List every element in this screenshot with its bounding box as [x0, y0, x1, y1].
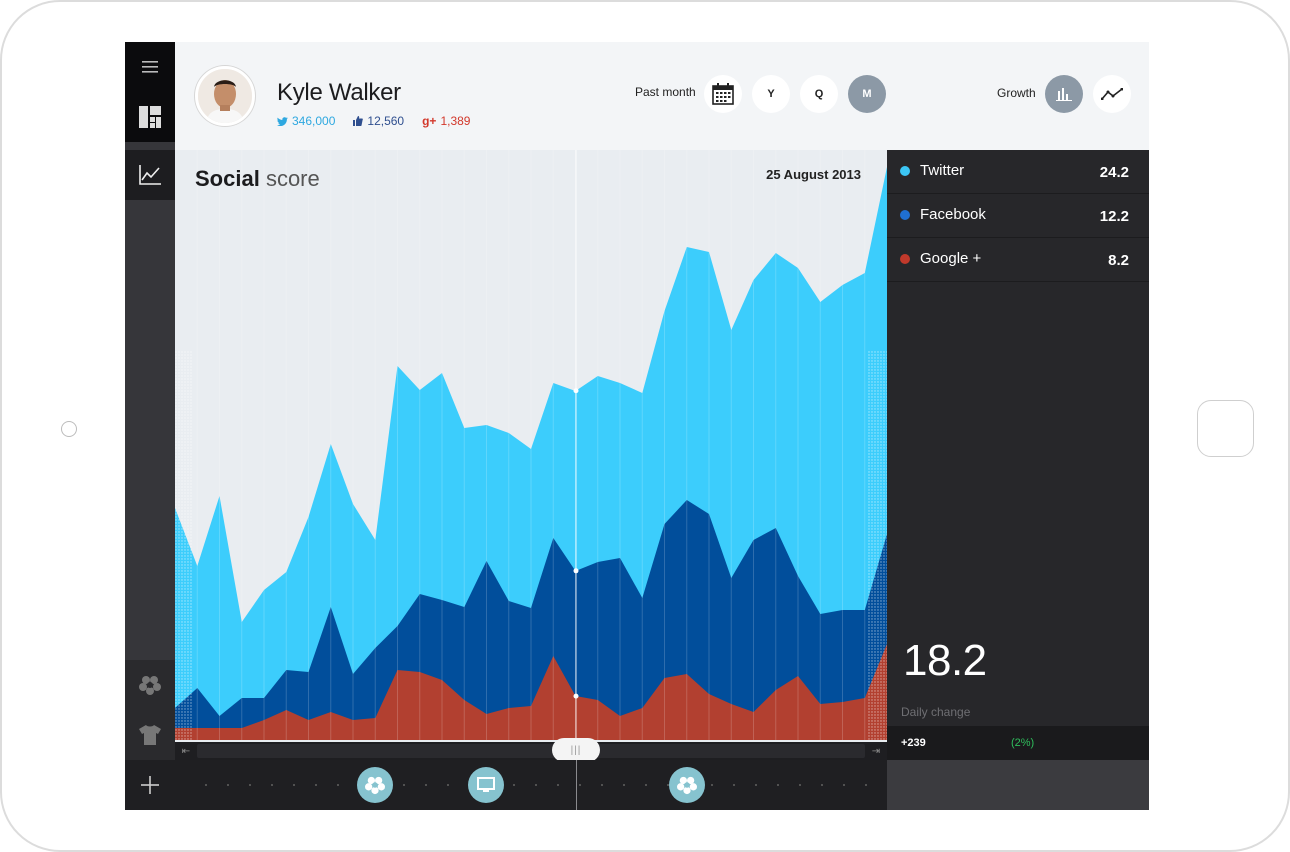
twitter-dot — [900, 166, 910, 176]
chart-title-light: score — [265, 166, 320, 191]
tv-event[interactable] — [468, 767, 504, 803]
cursor-point-facebook — [573, 568, 579, 574]
legend-name: Twitter — [920, 162, 965, 179]
football-icon — [139, 676, 161, 695]
daily-change-value: 18.2 — [903, 636, 987, 685]
timeline-dots — [195, 784, 875, 786]
camera-dot — [61, 421, 77, 437]
player-portrait — [198, 69, 252, 123]
football-button[interactable] — [125, 660, 175, 710]
cursor-point-google — [573, 693, 579, 699]
facebook-dot — [900, 210, 910, 220]
daily-change-label: Daily change — [901, 705, 971, 719]
home-button[interactable] — [1197, 400, 1254, 457]
chart-date: 25 August 2013 — [766, 167, 861, 182]
legend-row-google[interactable]: Google + 8.2 — [887, 238, 1149, 282]
change-bar: +239 (2%) — [887, 726, 1149, 760]
legend-value: 24.2 — [1099, 164, 1129, 181]
monitor-icon — [477, 777, 495, 792]
bar-view-button[interactable] — [1045, 75, 1083, 113]
player-name: Kyle Walker — [277, 79, 401, 106]
event-timeline — [175, 760, 887, 810]
app-screen: Kyle Walker 346,000 12,560 g+ 1,389 Past… — [125, 42, 1149, 810]
twitter-icon — [277, 116, 288, 126]
cursor-point-twitter — [573, 388, 579, 394]
scrub-start-icon[interactable]: ⇤ — [181, 745, 191, 757]
left-hatch — [175, 350, 193, 740]
change-percent: (2%) — [1011, 737, 1035, 749]
match-event[interactable] — [669, 767, 705, 803]
legend-name: Facebook — [920, 206, 986, 223]
google-area — [175, 644, 887, 740]
chart-title-bold: Social — [195, 166, 260, 191]
social-stats: 346,000 12,560 g+ 1,389 — [277, 114, 470, 128]
side-nav — [125, 42, 175, 810]
gplus-count: 1,389 — [440, 114, 471, 128]
thumbs-up-icon — [353, 116, 364, 126]
hamburger-icon — [142, 61, 158, 73]
plus-icon — [141, 776, 159, 794]
trend-line-icon — [1101, 88, 1123, 100]
legend-value: 8.2 — [1108, 252, 1129, 269]
change-value: +239 — [901, 737, 926, 749]
timeline-cursor — [576, 760, 577, 810]
legend-value: 12.2 — [1099, 208, 1129, 225]
facebook-area — [175, 500, 887, 740]
chart-title: Social score — [195, 166, 320, 192]
period-year-button[interactable]: Y — [752, 75, 790, 113]
facebook-stat: 12,560 — [353, 114, 404, 128]
dashboard-icon — [139, 106, 161, 128]
avatar[interactable] — [195, 66, 255, 126]
twitter-count: 346,000 — [292, 114, 336, 128]
period-month-button[interactable]: M — [848, 75, 886, 113]
line-chart-icon — [139, 165, 161, 185]
bar-chart-icon — [1056, 88, 1072, 101]
facebook-count: 12,560 — [367, 114, 405, 128]
profile-header: Kyle Walker 346,000 12,560 g+ 1,389 Past… — [175, 42, 1149, 150]
growth-label: Growth — [997, 86, 1036, 100]
football-icon — [677, 776, 697, 795]
calendar-icon — [712, 83, 734, 105]
kit-button[interactable] — [125, 710, 175, 760]
period-label: Past month — [635, 85, 696, 99]
range-scrubber[interactable]: ⇤ ||| ⇥ — [175, 738, 887, 762]
legend-name: Google + — [920, 250, 982, 267]
legend-row-facebook[interactable]: Facebook 12.2 — [887, 194, 1149, 238]
line-view-button[interactable] — [1093, 75, 1131, 113]
shirt-icon — [139, 725, 161, 745]
period-quarter-button[interactable]: Q — [800, 75, 838, 113]
gplus-stat: g+ 1,389 — [422, 114, 470, 128]
match-event[interactable] — [357, 767, 393, 803]
twitter-stat: 346,000 — [277, 114, 335, 128]
panel-footer — [887, 760, 1149, 810]
social-score-chart[interactable]: Social score 25 August 2013 — [175, 150, 887, 742]
scrub-handle[interactable]: ||| — [552, 738, 600, 762]
area-chart — [175, 150, 887, 742]
calendar-button[interactable] — [704, 75, 742, 113]
scrub-end-icon[interactable]: ⇥ — [871, 745, 881, 757]
legend-row-twitter[interactable]: Twitter 24.2 — [887, 150, 1149, 194]
scrub-track[interactable] — [197, 744, 865, 758]
menu-button[interactable] — [125, 42, 175, 92]
google-dot — [900, 254, 910, 264]
football-icon — [365, 776, 385, 795]
add-button[interactable] — [125, 760, 175, 810]
gplus-icon: g+ — [422, 114, 437, 128]
summary-panel: Twitter 24.2 Facebook 12.2 Google + 8.2 … — [887, 150, 1149, 726]
dashboard-button[interactable] — [125, 92, 175, 142]
right-hatch — [867, 350, 887, 740]
analytics-button[interactable] — [125, 150, 175, 200]
